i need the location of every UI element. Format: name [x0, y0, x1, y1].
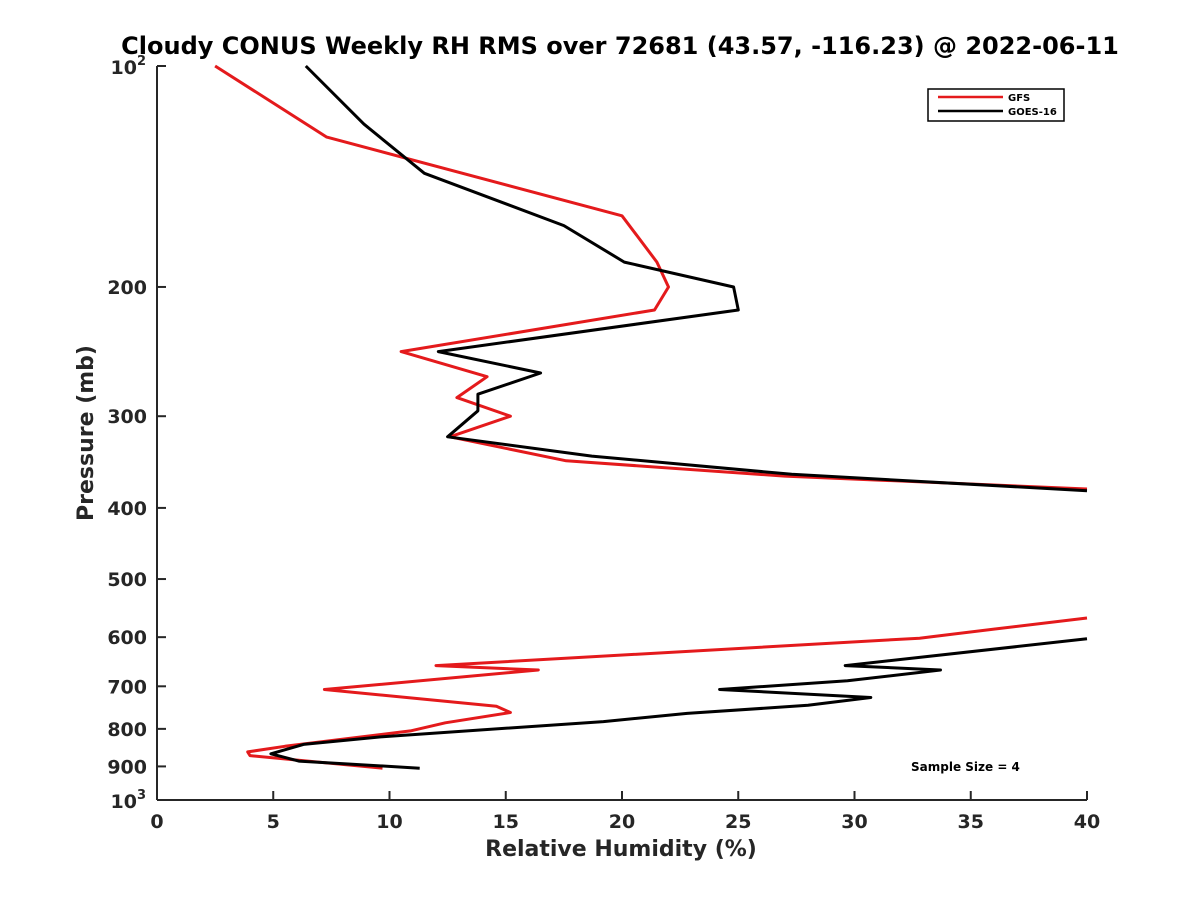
x-tick-label: 20	[609, 811, 635, 833]
y-tick-label: 102	[111, 54, 147, 79]
legend-box	[927, 88, 1065, 122]
x-tick-label: 15	[493, 811, 519, 833]
series-line-goes16-segment-2	[269, 637, 1088, 770]
x-tick-label: 30	[841, 811, 867, 833]
x-tick-label: 5	[267, 811, 280, 833]
x-tick-label: 10	[376, 811, 402, 833]
y-tick-label: 500	[107, 569, 147, 591]
y-tick-label: 103	[111, 788, 147, 813]
x-tick-label: 35	[958, 811, 984, 833]
x-tick-label: 25	[725, 811, 751, 833]
sample-size-annotation: Sample Size = 4	[911, 760, 1020, 774]
y-tick-label: 300	[107, 406, 147, 428]
y-tick-label: 600	[107, 627, 147, 649]
y-tick-label: 200	[107, 277, 147, 299]
legend-label-goes16: GOES-16	[1008, 107, 1057, 118]
legend-label-gfs: GFS	[1008, 93, 1030, 104]
y-tick-label: 700	[107, 676, 147, 698]
x-axis-label: Relative Humidity (%)	[485, 837, 757, 862]
y-tick-label: 900	[107, 756, 147, 778]
series-line-gfs-segment-2	[246, 616, 1088, 770]
y-axis-ticks: 102 200 300 400 500 600 700 800 900 103	[107, 54, 166, 813]
y-axis-label: Pressure (mb)	[74, 345, 99, 521]
plot-area: 0 5 10 15 20 25 30 35 40 102 200 300 400 500 600 700 80…	[107, 54, 1100, 833]
series-line-goes16-segment-1	[304, 64, 1088, 493]
chart-title: Cloudy CONUS Weekly RH RMS over 72681 (4…	[121, 32, 1119, 60]
x-axis-ticks: 0 5 10 15 20 25 30 35 40	[150, 791, 1100, 833]
series-line-gfs-segment-1	[214, 64, 1088, 491]
series-layer	[214, 64, 1088, 770]
y-tick-label: 800	[107, 719, 147, 741]
x-tick-label: 40	[1074, 811, 1100, 833]
x-tick-label: 0	[150, 811, 163, 833]
y-tick-label: 400	[107, 498, 147, 520]
legend: GFS GOES-16	[927, 88, 1065, 122]
